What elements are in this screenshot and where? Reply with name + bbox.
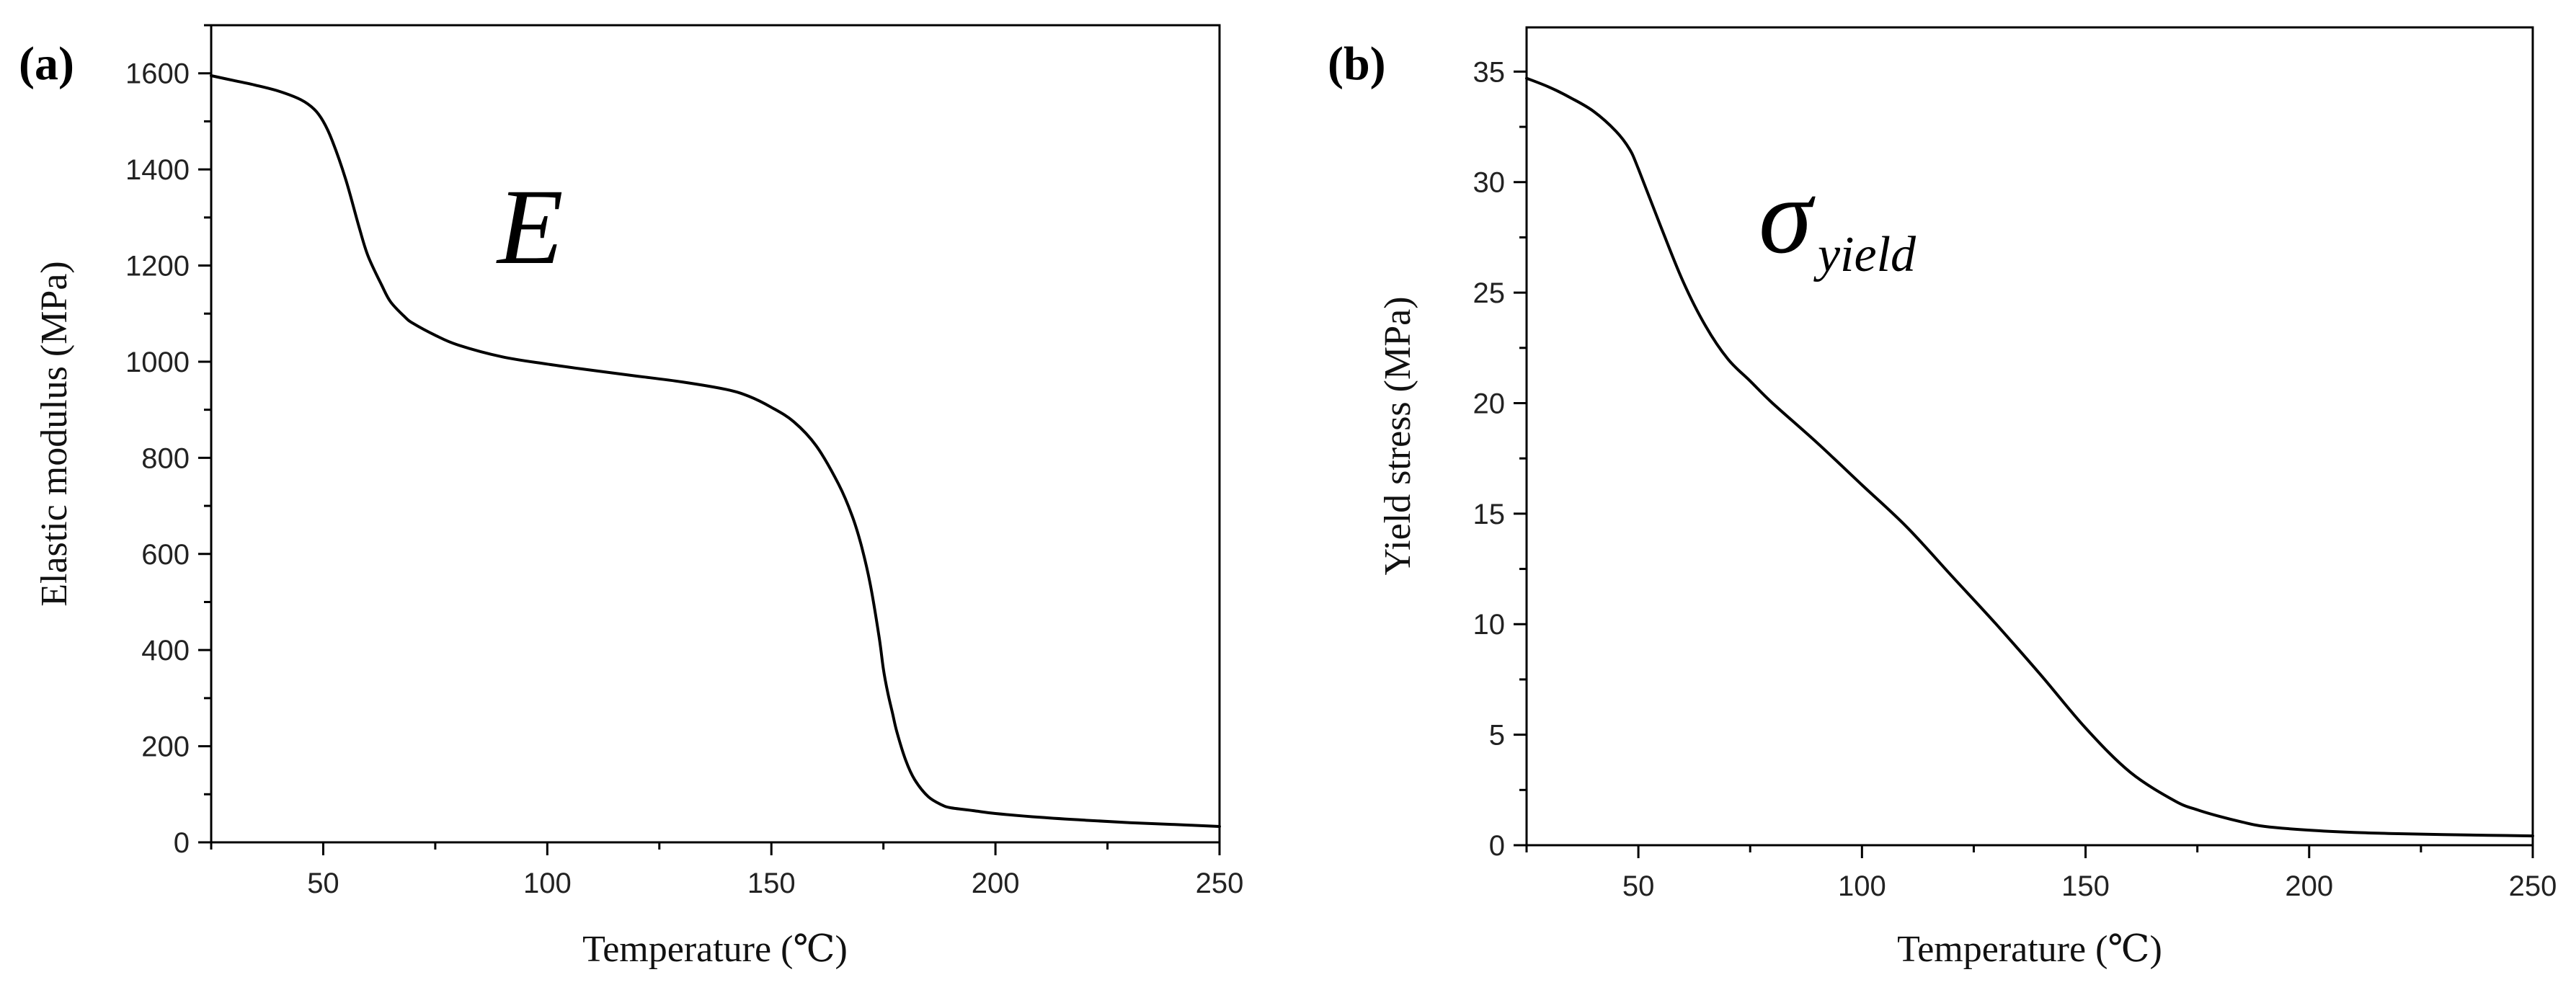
panel-a-plot-frame [210, 24, 1221, 844]
x-tick-label: 250 [2509, 870, 2557, 902]
y-tick-label: 200 [141, 731, 190, 763]
panel-b-y-axis-title: Yield stress (MPa) [1377, 296, 1418, 575]
x-tick-label: 50 [1622, 870, 1655, 902]
x-tick-label: 200 [972, 868, 1020, 899]
x-tick-label: 200 [2285, 870, 2333, 902]
panel-a-ticks [198, 24, 1221, 855]
panel-b-plot-frame [1525, 26, 2534, 847]
y-tick-label: 0 [174, 827, 190, 859]
panel-b-annotation: σ yield [1759, 156, 1917, 282]
panel-b-yield-stress-curve [1525, 76, 2534, 838]
panel-b-yield-stress: (b) 50 100 150 200 250 0 5 10 15 20 25 30 35 Tempera… [1328, 26, 2557, 970]
y-tick-label: 15 [1473, 499, 1506, 530]
panel-b-annotation-main: σ [1759, 156, 1816, 276]
y-tick-label: 400 [141, 635, 190, 667]
y-tick-label: 800 [141, 442, 190, 474]
x-tick-label: 150 [747, 868, 796, 899]
x-tick-label: 250 [1196, 868, 1244, 899]
panel-a-y-axis-title: Elastic modulus (MPa) [34, 261, 75, 607]
y-tick-label: 1400 [125, 154, 190, 186]
panel-a-modulus-curve [210, 74, 1221, 828]
panel-b-ticks [1514, 70, 2534, 858]
panel-a-annotation: E [496, 167, 564, 287]
x-tick-label: 150 [2061, 870, 2110, 902]
y-tick-label: 35 [1473, 56, 1506, 88]
y-tick-label: 600 [141, 539, 190, 571]
y-tick-label: 1000 [125, 347, 190, 378]
panel-b-tick-labels: 50 100 150 200 250 0 5 10 15 20 25 30 35 [1473, 56, 2557, 902]
panel-b-x-axis-title: Temperature (℃) [1897, 929, 2162, 970]
y-tick-label: 1200 [125, 251, 190, 282]
y-tick-label: 10 [1473, 609, 1506, 641]
y-tick-label: 30 [1473, 167, 1506, 199]
x-tick-label: 100 [1838, 870, 1886, 902]
y-tick-label: 1600 [125, 58, 190, 90]
panel-a-elastic-modulus: (a) 50 100 150 200 250 0 200 400 600 800 1000 1200 1… [19, 24, 1243, 970]
panel-b-annotation-sub: yield [1813, 227, 1917, 282]
panel-a-label: (a) [19, 37, 74, 90]
y-tick-label: 0 [1489, 830, 1505, 862]
panel-a-x-axis-title: Temperature (℃) [582, 929, 848, 970]
panel-b-label: (b) [1328, 37, 1386, 90]
y-tick-label: 25 [1473, 277, 1506, 309]
y-tick-label: 20 [1473, 388, 1506, 419]
y-tick-label: 5 [1489, 720, 1505, 752]
panel-a-annotation-main: E [496, 167, 564, 287]
x-tick-label: 100 [523, 868, 572, 899]
panel-a-tick-labels: 50 100 150 200 250 0 200 400 600 800 1000 1200 1400 1… [125, 58, 1243, 899]
x-tick-label: 50 [307, 868, 339, 899]
